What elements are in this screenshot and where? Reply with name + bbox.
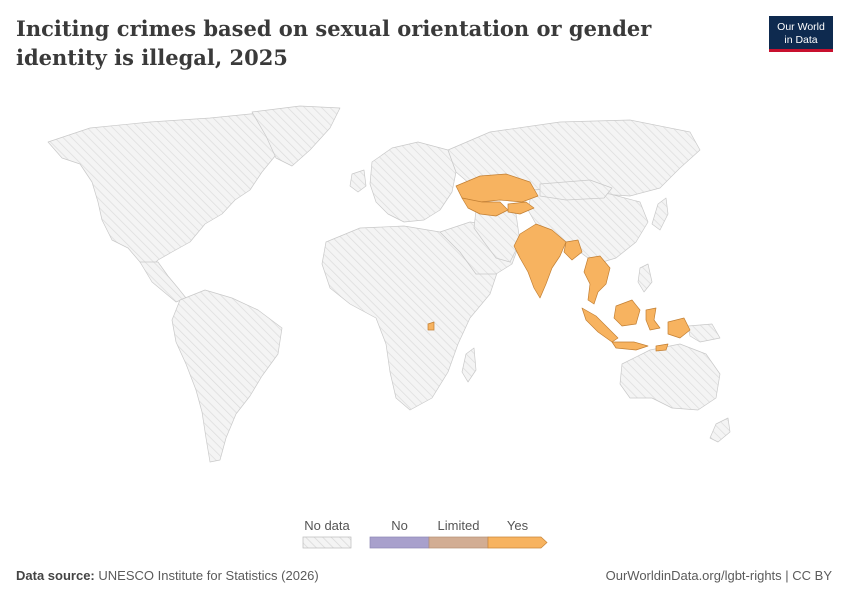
region-rwanda[interactable] xyxy=(427,321,435,331)
region-borneo[interactable] xyxy=(613,299,641,327)
region-java[interactable] xyxy=(611,341,649,351)
logo-line-2: in Data xyxy=(784,33,818,46)
owid-logo[interactable]: Our World in Data xyxy=(769,16,833,52)
region-madagascar[interactable] xyxy=(461,347,477,383)
legend-swatch-limited[interactable] xyxy=(428,536,489,549)
region-japan[interactable] xyxy=(651,197,669,231)
region-sulawesi[interactable] xyxy=(645,307,661,331)
region-sumatra[interactable] xyxy=(581,307,619,343)
world-map-svg[interactable] xyxy=(0,92,850,492)
region-thailand-laos-cambodia[interactable] xyxy=(583,255,611,305)
legend-swatch-yes[interactable] xyxy=(487,536,548,549)
source-url-link[interactable]: OurWorldinData.org/lgbt-rights | CC BY xyxy=(605,568,832,583)
legend-limited-label: Limited xyxy=(437,518,480,533)
region-bangladesh[interactable] xyxy=(563,239,583,261)
region-europe[interactable] xyxy=(369,141,457,223)
region-south-america[interactable] xyxy=(171,289,283,463)
legend-no-data-label: No data xyxy=(304,518,350,533)
region-india[interactable] xyxy=(513,223,567,299)
chart-title: Inciting crimes based on sexual orientat… xyxy=(16,16,652,70)
region-australia[interactable] xyxy=(619,343,721,411)
data-source-label: Data source: xyxy=(16,568,95,583)
region-uzbekistan-turkmenistan[interactable] xyxy=(461,197,509,217)
region-new-zealand[interactable] xyxy=(709,417,731,443)
region-greenland[interactable] xyxy=(251,105,341,167)
data-source-text: UNESCO Institute for Statistics (2026) xyxy=(98,568,319,583)
legend-swatch-no[interactable] xyxy=(369,536,430,549)
legend-swatches xyxy=(302,536,548,549)
logo-line-1: Our World xyxy=(777,20,825,33)
legend-swatch-no-data[interactable] xyxy=(302,536,352,549)
data-source: Data source: UNESCO Institute for Statis… xyxy=(16,568,319,583)
world-map[interactable] xyxy=(0,92,850,492)
legend-yes-label: Yes xyxy=(506,518,529,533)
region-papua-new-guinea[interactable] xyxy=(687,323,721,343)
region-kyrgyzstan-tajikistan[interactable] xyxy=(507,201,535,215)
map-legend: No data No Limited Yes xyxy=(0,512,850,552)
region-uk[interactable] xyxy=(349,169,367,193)
region-papua-indonesia[interactable] xyxy=(667,317,691,339)
region-timor-leste[interactable] xyxy=(655,343,669,352)
legend-no-label: No xyxy=(391,518,408,533)
region-central-america[interactable] xyxy=(139,261,187,303)
region-mongolia[interactable] xyxy=(539,179,613,201)
region-philippines[interactable] xyxy=(637,263,653,293)
